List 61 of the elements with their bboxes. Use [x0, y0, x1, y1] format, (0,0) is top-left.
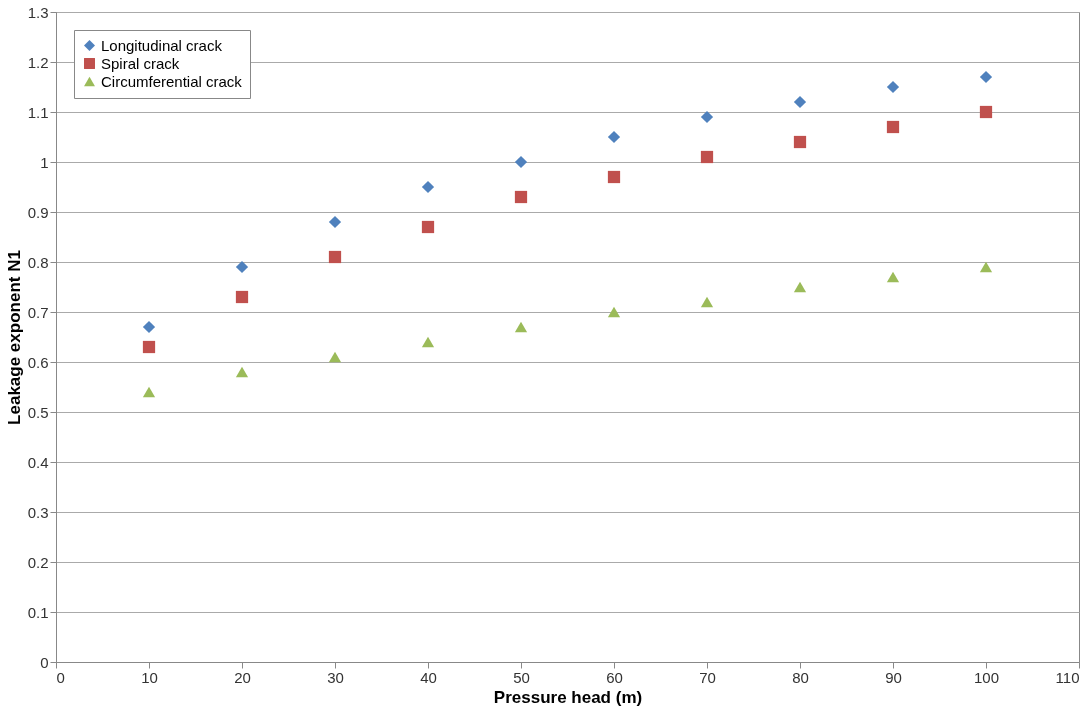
point — [328, 351, 342, 363]
point — [886, 80, 900, 94]
point — [700, 296, 714, 308]
x-tick-label: 70 — [699, 668, 716, 686]
x-tick-label: 90 — [885, 668, 902, 686]
point — [514, 190, 528, 204]
point — [886, 271, 900, 283]
y-tick-label: 1.2 — [27, 53, 49, 71]
point — [235, 260, 249, 274]
y-tick-label: 0.2 — [27, 553, 49, 571]
legend-label: Spiral crack — [101, 54, 180, 72]
y-tick-label: 1.1 — [27, 103, 49, 121]
point — [979, 261, 993, 273]
y-tick-label: 0.5 — [27, 403, 49, 421]
legend-label: Circumferential crack — [101, 72, 243, 90]
x-tick-label: 10 — [141, 668, 158, 686]
point — [328, 215, 342, 229]
x-tick-label: 20 — [234, 668, 251, 686]
point — [235, 366, 249, 378]
y-tick-label: 0.7 — [27, 303, 49, 321]
y-tick-label: 0.1 — [27, 603, 49, 621]
x-tick-label: 30 — [327, 668, 344, 686]
point — [514, 155, 528, 169]
point — [979, 105, 993, 119]
x-tick-label: 110 — [1055, 668, 1080, 686]
point — [979, 70, 993, 84]
point — [700, 110, 714, 124]
y-tick-label: 0.3 — [27, 503, 49, 521]
point — [793, 281, 807, 293]
x-tick-label: 0 — [56, 668, 65, 686]
point — [142, 340, 156, 354]
point — [421, 336, 435, 348]
y-tick-label: 0.6 — [27, 353, 49, 371]
point — [142, 386, 156, 398]
x-tick-label: 80 — [792, 668, 809, 686]
point — [607, 130, 621, 144]
point — [514, 321, 528, 333]
x-axis-title: Pressure head (m) — [493, 687, 643, 707]
point — [421, 180, 435, 194]
point — [886, 120, 900, 134]
x-tick-label: 100 — [973, 668, 1000, 686]
point — [328, 250, 342, 264]
point — [700, 150, 714, 164]
x-tick-label: 50 — [513, 668, 530, 686]
y-tick-label: 1 — [40, 153, 49, 171]
point — [607, 306, 621, 318]
point — [607, 170, 621, 184]
y-tick-label: 0.9 — [27, 203, 49, 221]
x-tick-label: 60 — [606, 668, 623, 686]
x-tick-label: 40 — [420, 668, 437, 686]
point — [793, 95, 807, 109]
y-tick-label: 0.8 — [27, 253, 49, 271]
y-tick-label: 1.3 — [27, 3, 49, 21]
y-tick-label: 0 — [40, 653, 49, 671]
legend-label: Longitudinal crack — [101, 36, 223, 54]
point — [793, 135, 807, 149]
y-tick-label: 0.4 — [27, 453, 49, 471]
point — [235, 290, 249, 304]
point — [421, 220, 435, 234]
point — [142, 320, 156, 334]
y-axis-title: Leakage exponent N1 — [4, 250, 24, 425]
